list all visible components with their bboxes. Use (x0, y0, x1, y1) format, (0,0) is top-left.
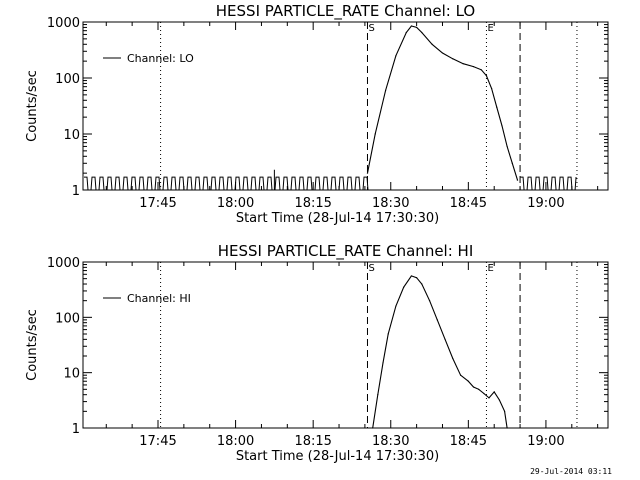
y-tick-label: 1000 (47, 16, 80, 31)
x-tick-label: 19:00 (527, 196, 564, 211)
series-point (395, 55, 397, 57)
legend-label: Channel: HI (127, 292, 191, 305)
series-point (496, 106, 498, 108)
footer-timestamp: 29-Jul-2014 03:11 (530, 467, 612, 476)
plot-frame (82, 21, 609, 191)
x-tick-label: 18:30 (372, 434, 409, 449)
series-point (403, 286, 405, 288)
series-point (410, 25, 413, 27)
series-point (441, 52, 444, 54)
x-tick-label: 18:00 (217, 196, 254, 211)
series-point (452, 357, 454, 360)
x-tick-label: 17:45 (139, 434, 176, 449)
y-tick-label: 1000 (47, 256, 80, 271)
marker-label: S (368, 263, 374, 274)
plot-frame (82, 261, 609, 429)
x-axis-label: Start Time (28-Jul-14 17:30:30) (236, 211, 439, 226)
series-point (478, 388, 480, 390)
series-point (462, 63, 464, 65)
series-point (366, 172, 369, 174)
series-point (501, 125, 503, 127)
series-point (506, 145, 508, 148)
y-axis-label: Counts/sec (25, 309, 40, 381)
series-point (428, 300, 431, 302)
series-point (416, 26, 418, 29)
series-point (382, 362, 384, 364)
series-point (444, 338, 446, 340)
series-point (491, 87, 493, 90)
series-background-line (84, 176, 369, 191)
y-tick-label: 100 (55, 311, 80, 326)
series-point (480, 69, 482, 71)
series-point (459, 374, 462, 376)
series-point (472, 386, 475, 388)
x-tick-label: 18:15 (294, 196, 331, 211)
series-line (366, 25, 519, 181)
series-point (384, 89, 387, 92)
series-point (493, 391, 495, 393)
series-point (374, 133, 376, 135)
series-point (387, 333, 389, 335)
y-tick-label: 1 (72, 184, 80, 199)
series-point (511, 162, 513, 164)
series-point (503, 410, 506, 412)
series-point (516, 179, 519, 181)
series-point (421, 31, 423, 34)
series-point (416, 277, 418, 279)
marker-label: S (368, 23, 374, 34)
series-point (395, 305, 397, 307)
x-tick-label: 17:45 (139, 196, 176, 211)
series-point (485, 75, 488, 77)
series-point (372, 427, 374, 429)
series-point (467, 380, 469, 382)
marker-label: E (487, 263, 493, 274)
x-axis-label: Start Time (28-Jul-14 17:30:30) (236, 449, 439, 464)
series-point (405, 31, 407, 34)
panel-hi: HESSI PARTICLE_RATE Channel: HI 17:45 18:0… (25, 242, 609, 464)
series-point (410, 275, 413, 277)
series-point (452, 58, 454, 60)
panel-lo: HESSI PARTICLE_RATE Channel: LO 17:45 18:0… (25, 2, 609, 226)
series-point (483, 392, 485, 395)
x-tick-label: 18:15 (294, 434, 331, 449)
x-tick-label: 18:00 (217, 434, 254, 449)
x-tick-label: 18:45 (450, 196, 487, 211)
series-point (377, 394, 379, 396)
series-point (421, 283, 423, 285)
chart-title: HESSI PARTICLE_RATE Channel: HI (218, 242, 474, 261)
series-point (436, 319, 438, 321)
y-tick-label: 10 (63, 367, 80, 382)
x-tick-label: 18:45 (450, 434, 487, 449)
x-tick-label: 18:30 (372, 196, 409, 211)
series-point (506, 427, 508, 429)
marker-label: E (487, 23, 493, 34)
series-point (472, 65, 475, 68)
y-axis-label: Counts/sec (25, 70, 40, 142)
x-tick-label: 19:00 (527, 434, 564, 449)
series-point (498, 399, 500, 401)
series-background-line (520, 176, 577, 191)
y-tick-label: 100 (55, 72, 80, 87)
series-point (488, 397, 490, 399)
y-tick-label: 1 (72, 422, 80, 437)
y-tick-label: 10 (63, 128, 80, 143)
chart-title: HESSI PARTICLE_RATE Channel: LO (216, 2, 475, 21)
series-point (431, 43, 433, 45)
